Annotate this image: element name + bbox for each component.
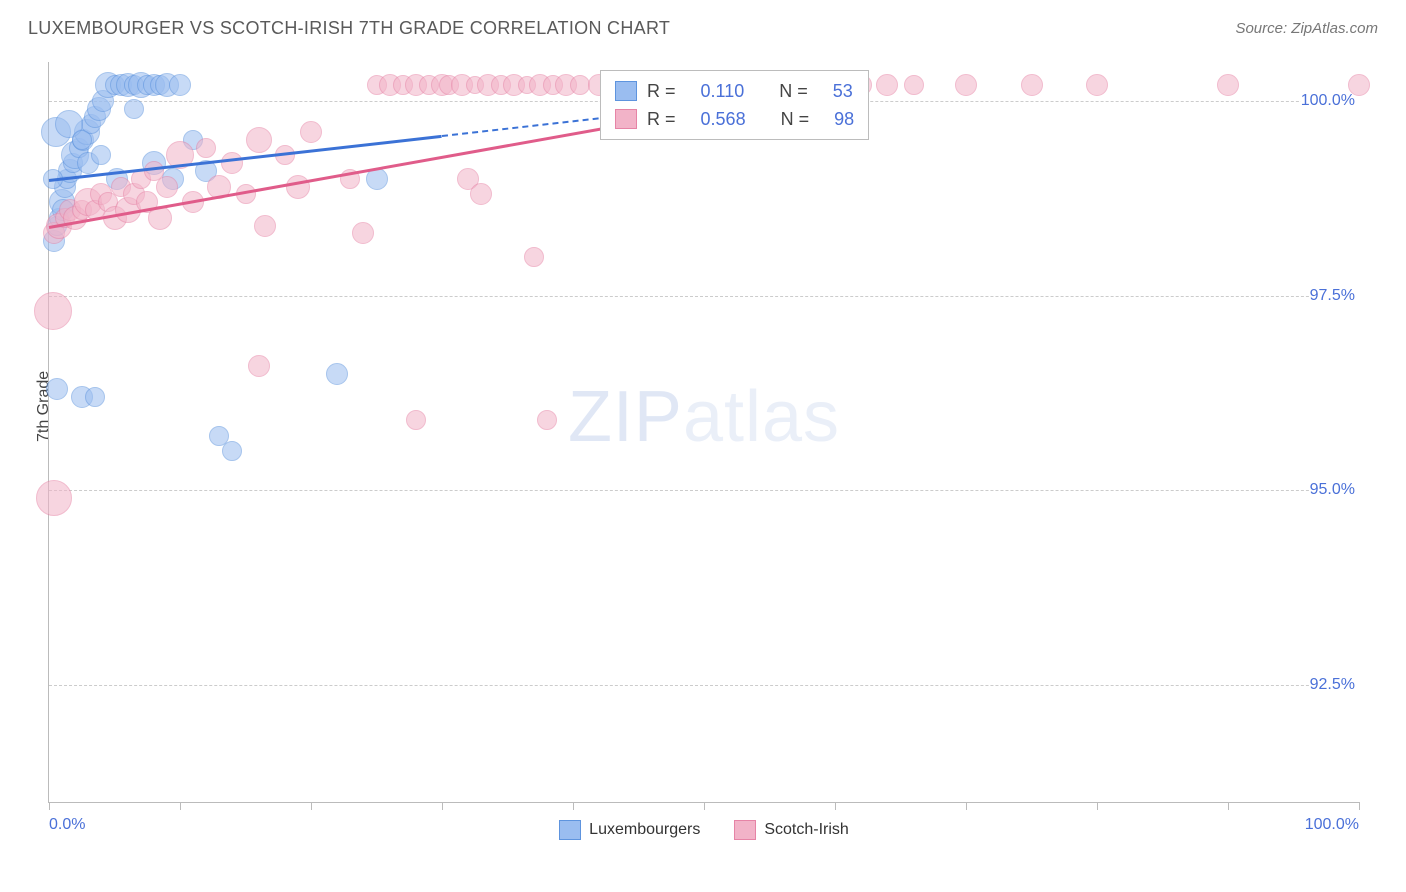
scatter-point	[36, 480, 72, 516]
watermark: ZIPatlas	[568, 376, 840, 458]
legend-label: Luxembourgers	[589, 821, 700, 839]
scatter-point	[904, 75, 924, 95]
scatter-point	[470, 183, 492, 205]
scatter-plot: ZIPatlas 100.0%97.5%95.0%92.5%0.0%100.0%…	[48, 62, 1359, 803]
scatter-point	[124, 99, 144, 119]
x-tick	[1097, 802, 1098, 810]
scatter-point	[955, 74, 977, 96]
scatter-point	[34, 292, 72, 330]
chart-title: LUXEMBOURGER VS SCOTCH-IRISH 7TH GRADE C…	[28, 18, 670, 39]
series-legend: Luxembourgers Scotch-Irish	[49, 820, 1359, 840]
legend-swatch	[615, 81, 637, 101]
gridline	[49, 685, 1359, 686]
stats-legend: R = 0.110 N = 53R = 0.568 N = 98	[600, 70, 869, 140]
y-tick-label: 97.5%	[1310, 287, 1361, 305]
gridline	[49, 490, 1359, 491]
legend-item: Scotch-Irish	[734, 820, 848, 840]
x-tick	[835, 802, 836, 810]
gridline	[49, 296, 1359, 297]
scatter-point	[248, 355, 270, 377]
source-label: Source: ZipAtlas.com	[1235, 20, 1378, 37]
scatter-point	[85, 387, 105, 407]
scatter-point	[1348, 74, 1370, 96]
scatter-point	[1217, 74, 1239, 96]
scatter-point	[222, 441, 242, 461]
scatter-point	[524, 247, 544, 267]
x-tick	[573, 802, 574, 810]
scatter-point	[326, 363, 348, 385]
x-tick	[311, 802, 312, 810]
x-tick	[180, 802, 181, 810]
y-tick-label: 100.0%	[1301, 92, 1361, 110]
scatter-point	[570, 75, 590, 95]
legend-swatch	[559, 820, 581, 840]
scatter-point	[221, 152, 243, 174]
scatter-point	[91, 145, 111, 165]
scatter-point	[254, 215, 276, 237]
y-tick-label: 92.5%	[1310, 676, 1361, 694]
x-tick	[704, 802, 705, 810]
scatter-point	[156, 176, 178, 198]
legend-swatch	[734, 820, 756, 840]
scatter-point	[1021, 74, 1043, 96]
scatter-point	[72, 130, 92, 150]
x-tick	[966, 802, 967, 810]
legend-item: Luxembourgers	[559, 820, 700, 840]
legend-label: Scotch-Irish	[764, 821, 848, 839]
scatter-point	[246, 127, 272, 153]
y-tick-label: 95.0%	[1310, 481, 1361, 499]
scatter-point	[286, 175, 310, 199]
scatter-point	[1086, 74, 1108, 96]
scatter-point	[46, 378, 68, 400]
x-tick	[1228, 802, 1229, 810]
stats-legend-row: R = 0.568 N = 98	[615, 105, 854, 133]
scatter-point	[876, 74, 898, 96]
scatter-point	[196, 138, 216, 158]
scatter-point	[537, 410, 557, 430]
stats-legend-row: R = 0.110 N = 53	[615, 77, 854, 105]
scatter-point	[352, 222, 374, 244]
scatter-point	[406, 410, 426, 430]
legend-swatch	[615, 109, 637, 129]
scatter-point	[169, 74, 191, 96]
x-tick	[1359, 802, 1360, 810]
x-tick	[49, 802, 50, 810]
x-tick	[442, 802, 443, 810]
scatter-point	[300, 121, 322, 143]
